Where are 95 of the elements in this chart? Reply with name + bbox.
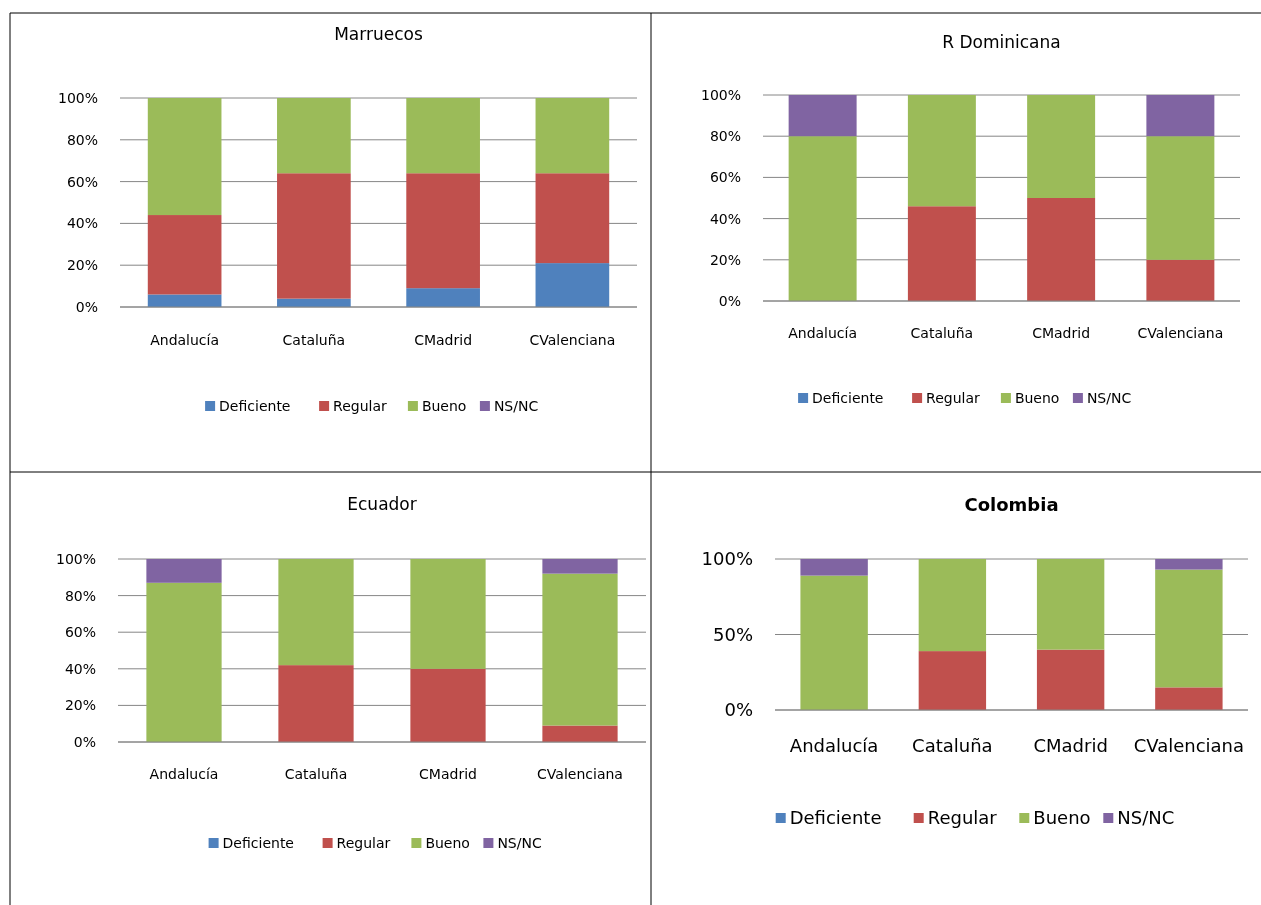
x-tick-label: CValenciana — [529, 332, 616, 348]
bar — [800, 559, 868, 576]
y-tick-label: 20% — [66, 257, 98, 274]
x-tick-label: Cataluña — [910, 325, 974, 341]
legend-label: Regular — [336, 834, 391, 851]
bar — [146, 559, 222, 583]
bar — [146, 582, 222, 742]
legend-label: Regular — [333, 397, 388, 414]
bar — [410, 559, 486, 669]
x-tick-label: CValenciana — [1137, 325, 1224, 341]
bar — [535, 263, 610, 307]
y-tick-label: 0% — [75, 298, 98, 315]
bar — [918, 651, 987, 710]
x-tick-label: Cataluña — [912, 735, 993, 756]
x-tick-label: CValenciana — [1133, 735, 1245, 756]
y-tick-label: 60% — [64, 624, 96, 641]
x-tick-label: Andalucía — [789, 735, 879, 756]
bar — [535, 173, 610, 264]
y-tick-label: 60% — [709, 169, 741, 186]
y-tick-label: 60% — [66, 173, 98, 190]
y-tick-label: 100% — [701, 548, 753, 570]
bar — [147, 294, 222, 307]
x-tick-label: Andalucía — [788, 325, 858, 341]
bar — [277, 173, 351, 299]
legend-label: Deficiente — [789, 807, 882, 829]
bar — [406, 288, 480, 307]
legend-label: Bueno — [421, 397, 467, 414]
bar — [1146, 136, 1215, 260]
x-tick-label: CValenciana — [537, 766, 623, 782]
chart-title: Colombia — [964, 494, 1059, 515]
bar — [147, 215, 222, 295]
y-tick-label: 100% — [700, 86, 741, 103]
bar — [1027, 95, 1096, 198]
bar — [1155, 559, 1223, 570]
y-tick-label: 20% — [709, 251, 741, 268]
y-tick-label: 40% — [709, 210, 741, 227]
legend-label: NS/NC — [493, 397, 539, 414]
x-tick-label: CMadrid — [1033, 735, 1108, 756]
bar — [1155, 687, 1223, 710]
x-tick-label: Andalucía — [150, 332, 220, 348]
bar — [1155, 569, 1223, 688]
bar — [410, 668, 486, 742]
bar — [542, 725, 618, 742]
legend-label: Deficiente — [219, 397, 291, 414]
legend-label: Deficiente — [812, 389, 884, 406]
y-tick-label: 80% — [66, 131, 98, 148]
bar — [278, 559, 354, 666]
bar — [907, 95, 976, 207]
bar — [542, 573, 618, 726]
legend-label: Regular — [927, 807, 998, 829]
legend-label: Bueno — [425, 834, 470, 851]
y-tick-label: 40% — [66, 215, 98, 232]
bar — [535, 98, 610, 174]
bar — [918, 559, 987, 652]
y-tick-label: 0% — [73, 733, 96, 750]
bar — [788, 95, 857, 137]
bar — [1146, 95, 1215, 137]
y-tick-label: 0% — [724, 699, 753, 721]
bar — [1146, 259, 1215, 301]
legend-label: Bueno — [1033, 807, 1091, 829]
chart-title: R Dominicana — [942, 32, 1061, 52]
bar — [1036, 649, 1105, 710]
legend-label: NS/NC — [1086, 389, 1132, 406]
bar — [406, 98, 480, 174]
x-tick-label: Cataluña — [284, 766, 348, 782]
legend-label: Regular — [926, 389, 981, 406]
x-tick-label: Andalucía — [149, 766, 219, 782]
bar — [147, 98, 222, 216]
x-tick-label: CMadrid — [1032, 325, 1091, 341]
bar — [406, 173, 480, 289]
legend-label: NS/NC — [497, 834, 542, 851]
bar — [907, 206, 976, 301]
x-tick-label: CMadrid — [414, 332, 473, 348]
y-tick-label: 80% — [64, 587, 96, 604]
y-tick-label: 100% — [57, 89, 98, 106]
bar — [788, 136, 857, 301]
legend-label: Bueno — [1014, 389, 1060, 406]
bar — [800, 575, 868, 710]
bar — [542, 559, 618, 574]
y-tick-label: 80% — [709, 128, 741, 145]
chart-title: Ecuador — [347, 494, 417, 514]
legend-label: Deficiente — [222, 834, 294, 851]
legend-label: NS/NC — [1117, 807, 1175, 829]
bar — [1036, 559, 1105, 650]
chart-title: Marruecos — [334, 24, 423, 44]
y-tick-label: 0% — [718, 292, 741, 309]
y-tick-label: 20% — [64, 697, 96, 714]
bar — [1027, 198, 1096, 301]
bar — [278, 665, 354, 742]
y-tick-label: 40% — [64, 660, 96, 677]
bar — [277, 98, 351, 174]
x-tick-label: Cataluña — [282, 332, 346, 348]
y-tick-label: 50% — [712, 623, 753, 645]
y-tick-label: 100% — [55, 550, 96, 567]
x-tick-label: CMadrid — [419, 766, 477, 782]
